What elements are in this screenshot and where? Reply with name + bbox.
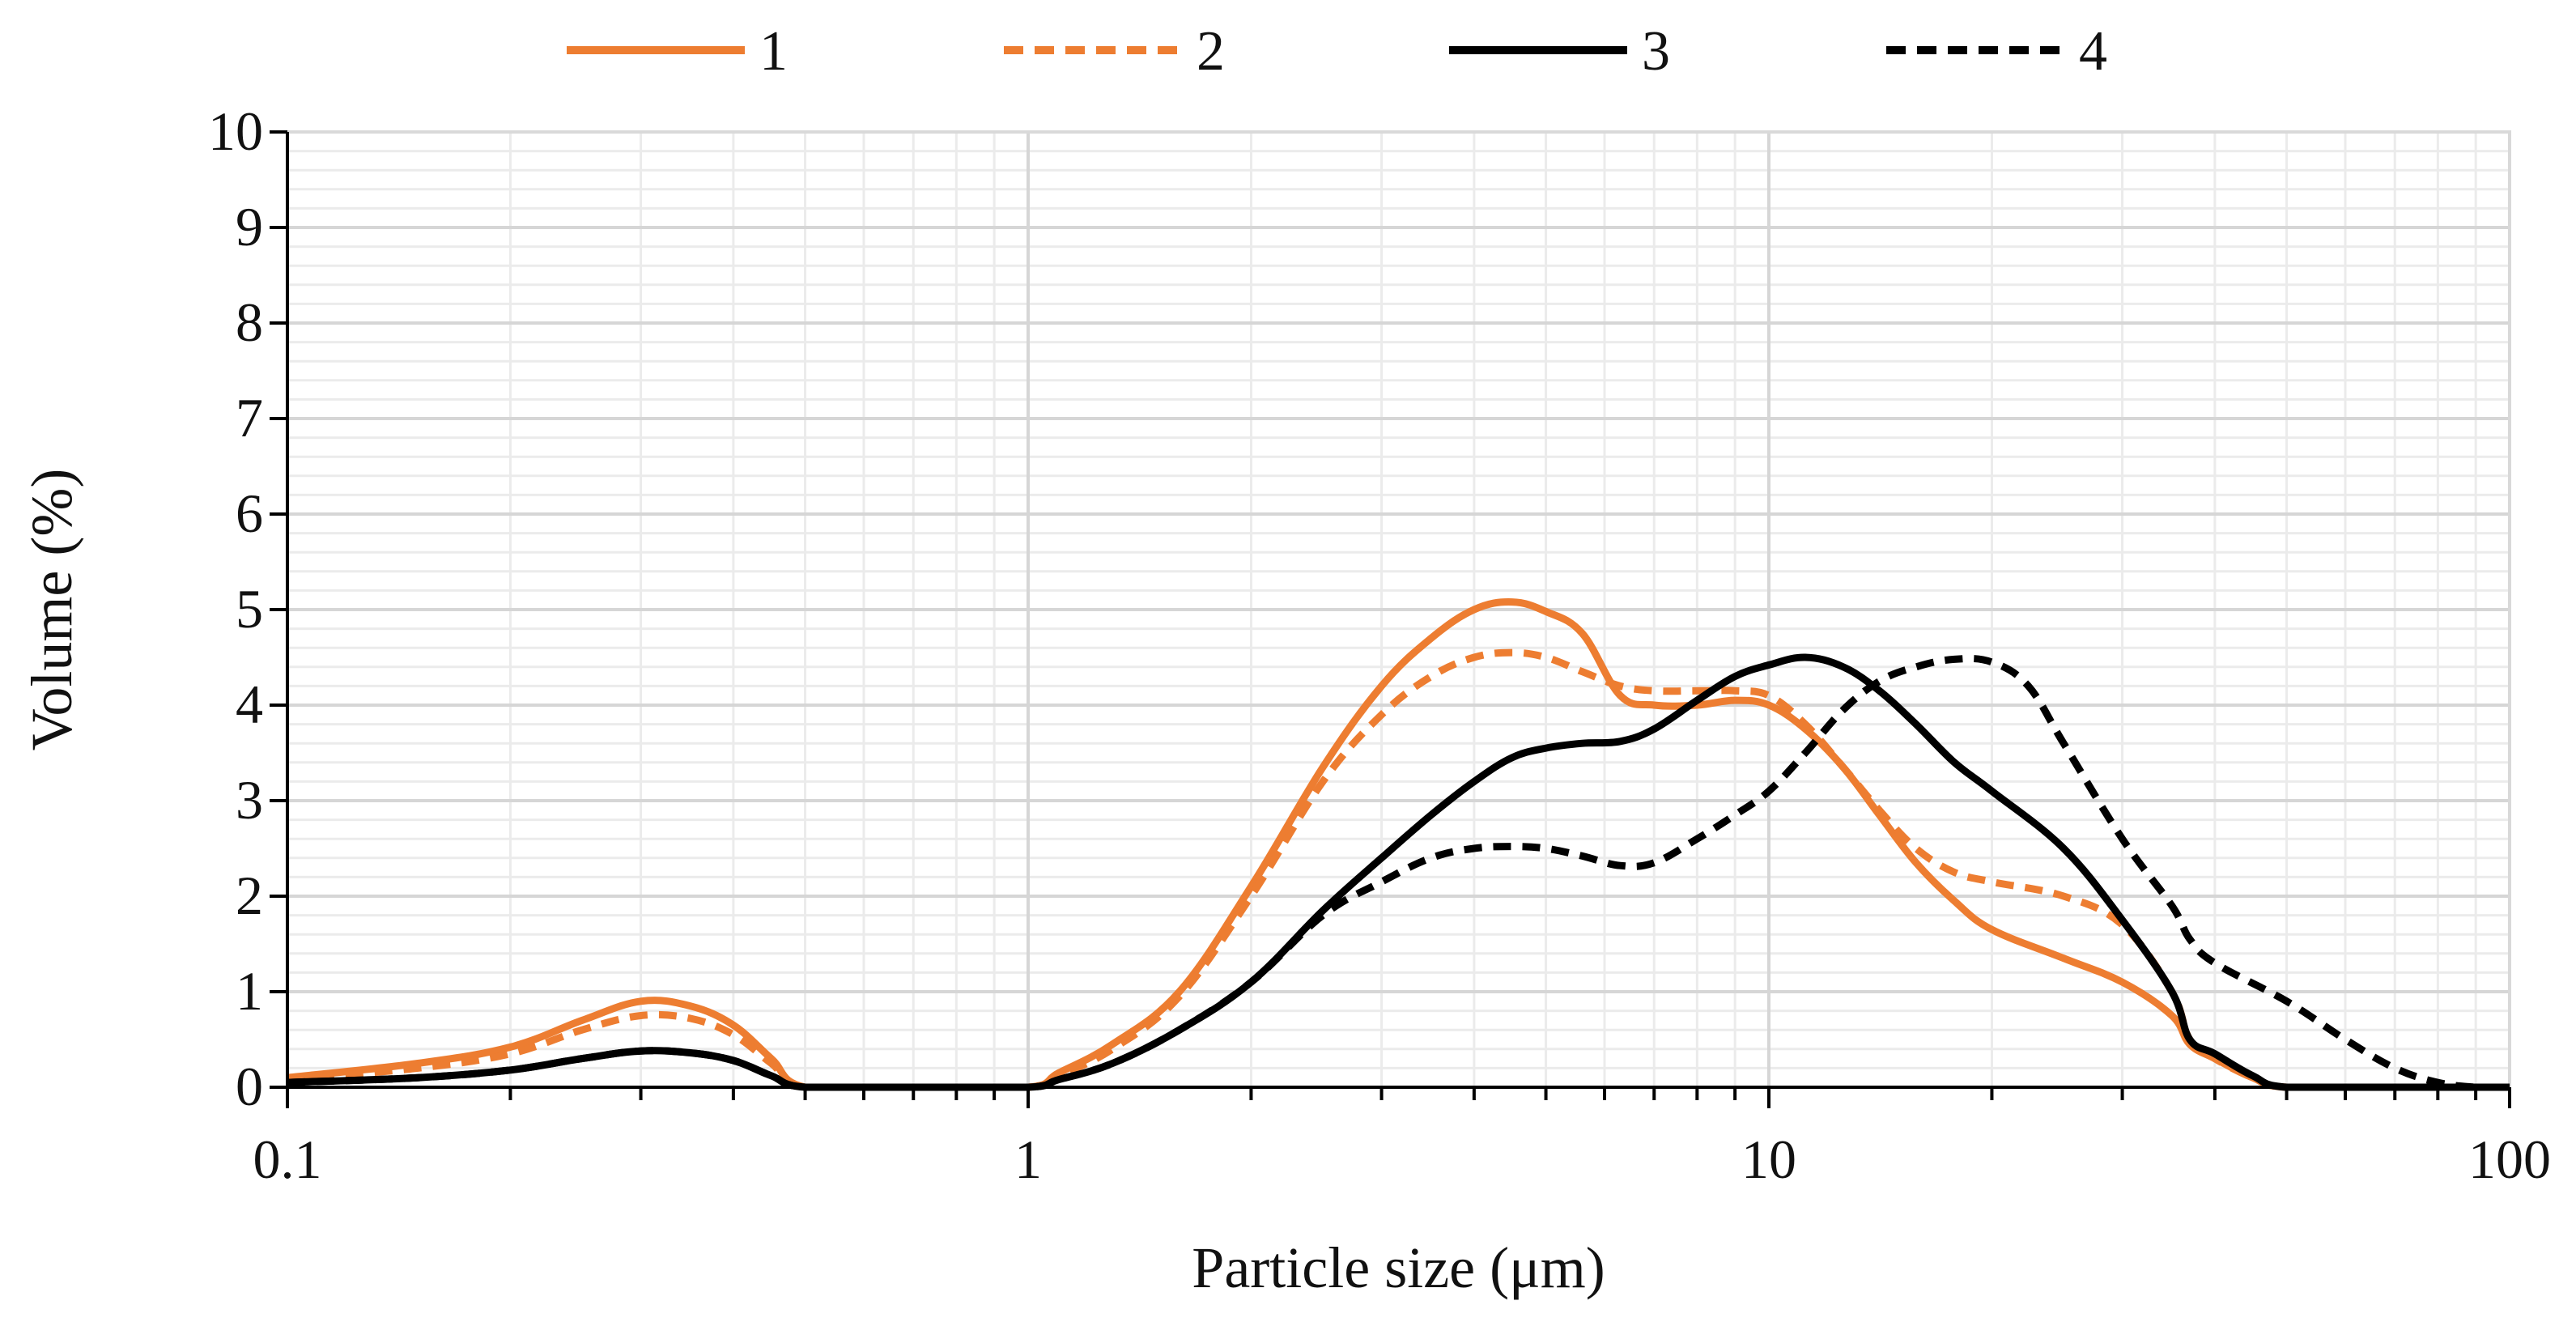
y-tick-label: 3 [236,769,263,831]
y-axis-title: Volume (%) [19,469,84,751]
y-tick-label: 8 [236,291,263,353]
y-tick-label: 5 [236,578,263,640]
legend-label: 1 [759,20,788,83]
legend: 1 2 3 4 [567,20,2107,83]
series-line-1 [287,598,2510,1091]
grid [286,130,2511,1089]
x-tick-label: 10 [1741,1129,1796,1190]
legend-item-3: 3 [1449,20,1670,83]
y-tick-label: 10 [208,100,263,162]
series-lines [287,598,2510,1091]
axes: 0 1 2 3 4 5 6 7 8 9 10 0.1 1 10 100 [208,100,2551,1190]
y-tick-label: 7 [236,387,263,448]
legend-label: 4 [2079,20,2107,83]
y-tick-label: 2 [236,865,263,926]
legend-label: 3 [1642,20,1670,83]
y-tick-label: 1 [236,960,263,1022]
x-tick-label: 100 [2468,1129,2551,1190]
legend-item-2: 2 [1004,20,1225,83]
legend-item-1: 1 [567,20,788,83]
x-axis-title: Particle size (μm) [1192,1235,1605,1300]
x-tick-label: 1 [1014,1129,1042,1190]
y-tick-label: 0 [236,1056,263,1117]
legend-label: 2 [1197,20,1225,83]
x-tick-label: 0.1 [253,1129,322,1190]
y-tick-label: 6 [236,482,263,544]
y-tick-label: 9 [236,196,263,257]
legend-item-4: 4 [1886,20,2107,83]
series-line-4 [287,654,2510,1091]
y-tick-label: 4 [236,674,263,735]
